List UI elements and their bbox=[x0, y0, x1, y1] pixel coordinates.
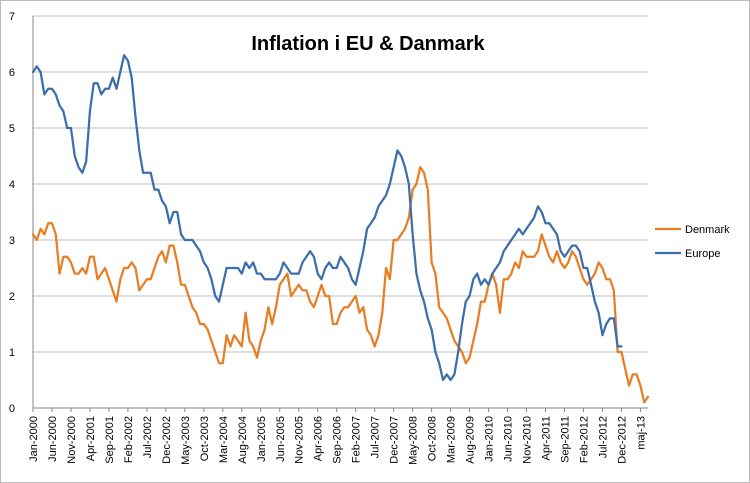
x-tick-label: Feb-2012 bbox=[578, 416, 590, 463]
x-tick-label: Sep-2011 bbox=[559, 416, 571, 463]
x-tick-label: Jun-2010 bbox=[503, 416, 515, 462]
axes: 0 1 2 3 4 5 6 7 Jan-2000 Jun-2000 Nov-2000 Apr-2001… bbox=[9, 11, 648, 465]
x-tick-label: Dec-2002 bbox=[161, 416, 173, 464]
x-tick-label: Nov-2000 bbox=[66, 416, 78, 464]
x-tick-label: May-2003 bbox=[180, 416, 192, 465]
series-line-denmark bbox=[31, 166, 650, 404]
y-tick-label: 5 bbox=[9, 123, 15, 135]
x-tick-label: May-2008 bbox=[408, 416, 420, 465]
y-tick-label: 3 bbox=[9, 235, 15, 247]
x-tick-label: Aug-2009 bbox=[465, 416, 477, 464]
x-tick-label: Jan-2010 bbox=[484, 416, 496, 462]
y-tick-label: 2 bbox=[9, 291, 15, 303]
x-tick-label: Jul-2002 bbox=[142, 416, 154, 458]
y-tick-label: 0 bbox=[9, 403, 15, 415]
y-tick-label: 6 bbox=[9, 67, 15, 79]
x-tick-label: Mar-2009 bbox=[446, 416, 458, 463]
x-tick-label: Apr-2011 bbox=[541, 416, 553, 460]
x-tick-label: Feb-2007 bbox=[351, 416, 363, 463]
y-tick-label: 4 bbox=[9, 179, 15, 191]
x-tick-label: Apr-2001 bbox=[85, 416, 97, 461]
x-tick-label: Nov-2010 bbox=[522, 416, 534, 464]
legend-label-denmark: Denmark bbox=[685, 224, 730, 236]
chart-title: Inflation i EU & Danmark bbox=[251, 33, 485, 55]
x-tick-label: maj-13 bbox=[635, 416, 647, 450]
x-tick-label: Aug-2004 bbox=[237, 416, 249, 464]
gridlines bbox=[33, 15, 648, 353]
x-tick-label: Jul-2007 bbox=[370, 416, 382, 458]
x-tick-label: Jan-2000 bbox=[28, 416, 40, 462]
x-tick-label: Dec-2012 bbox=[616, 416, 628, 464]
legend-label-europe: Europe bbox=[685, 248, 720, 260]
legend: Denmark Europe bbox=[655, 224, 730, 260]
x-tick-label: Mar-2004 bbox=[218, 416, 230, 463]
x-tick-label: Jun-2005 bbox=[275, 416, 287, 462]
series-lines bbox=[31, 54, 650, 404]
x-tick-label: Apr-2006 bbox=[313, 416, 325, 461]
x-tick-label: Jun-2000 bbox=[47, 416, 59, 462]
x-tick-label: Nov-2005 bbox=[294, 416, 306, 464]
y-tick-label: 1 bbox=[9, 347, 15, 359]
y-tick-label: 7 bbox=[9, 11, 15, 23]
x-tick-label: Feb-2002 bbox=[123, 416, 135, 463]
x-tick-label: Oct-2003 bbox=[199, 416, 211, 461]
x-tick-label: Sep-2006 bbox=[332, 416, 344, 464]
x-tick-label: Sep-2001 bbox=[104, 416, 116, 464]
x-tick-label: Dec-2007 bbox=[389, 416, 401, 464]
series-line-europe bbox=[31, 54, 623, 382]
x-tick-label: Jul-2012 bbox=[597, 416, 609, 458]
x-tick-label: Oct-2008 bbox=[427, 416, 439, 461]
x-tick-label: Jan-2005 bbox=[256, 416, 268, 462]
